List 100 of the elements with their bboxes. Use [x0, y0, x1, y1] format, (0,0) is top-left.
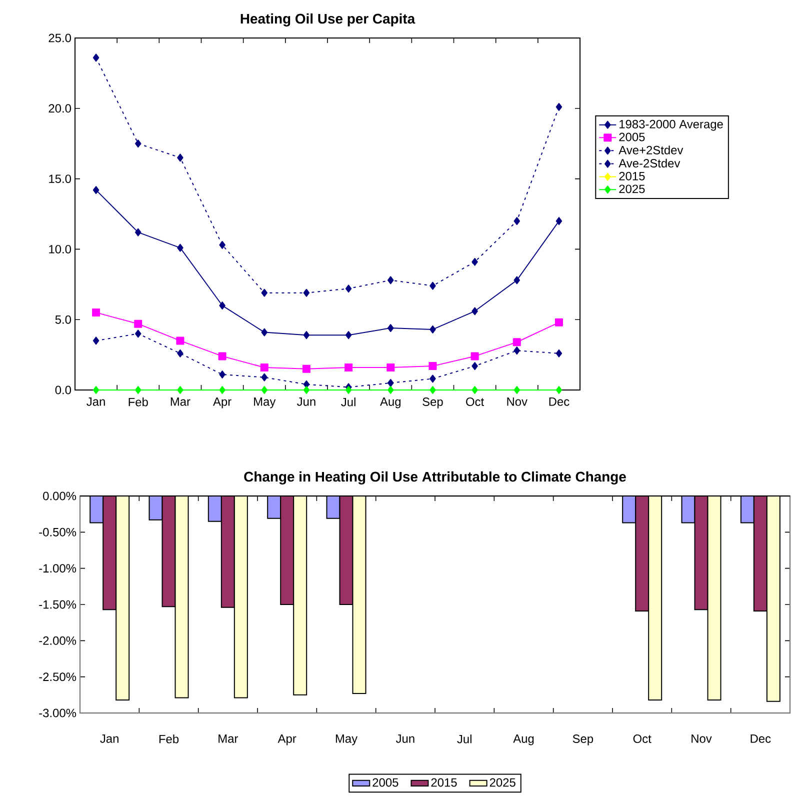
x-tick-label: Oct	[633, 734, 652, 743]
legend-label: 2025	[619, 184, 645, 194]
point	[514, 276, 520, 284]
x-tick-label: Feb	[128, 398, 148, 406]
x-tick-label: May	[254, 398, 276, 408]
point	[303, 331, 310, 340]
point	[430, 325, 436, 334]
y-tick-label: 0.0	[55, 386, 72, 394]
x-tick-label: Nov	[692, 734, 712, 743]
x-tick-label: May	[336, 734, 358, 746]
point	[219, 370, 226, 379]
legend-label: Ave+2Stdev	[618, 146, 684, 154]
point	[472, 307, 478, 316]
point	[514, 386, 520, 394]
legend-label: 1983-2000 Average	[620, 120, 723, 131]
y-tick-label: 25.0	[48, 34, 72, 42]
x-tick-label: Sep	[422, 398, 443, 408]
point	[345, 284, 352, 293]
point	[472, 258, 478, 266]
x-tick-label: Jun	[297, 398, 316, 406]
point	[134, 320, 142, 328]
point	[261, 386, 268, 394]
x-tick-label: Jan	[100, 734, 118, 743]
point	[344, 363, 353, 372]
point	[92, 308, 100, 317]
x-tick-label: Aug	[380, 398, 400, 408]
legend-label: 2005	[619, 132, 645, 142]
point	[554, 318, 563, 326]
point	[428, 362, 437, 370]
point	[470, 352, 479, 360]
point	[177, 244, 184, 252]
point	[176, 336, 184, 345]
x-tick-label: Jul	[457, 734, 472, 744]
chart-title: Heating Oil Use per Capita	[240, 13, 416, 26]
x-tick-label: Dec	[750, 734, 771, 743]
point	[388, 324, 394, 332]
x-tick-label: Feb	[159, 734, 179, 744]
point	[302, 364, 310, 373]
point	[556, 349, 562, 358]
x-tick-label: Jan	[86, 398, 105, 406]
legend-label: 2015	[619, 172, 645, 180]
y-tick-label: 20.0	[48, 104, 72, 113]
y-tick-label: -1.50%	[39, 600, 76, 609]
point	[303, 288, 310, 297]
point	[92, 186, 100, 194]
point	[345, 386, 352, 394]
point	[92, 386, 100, 394]
x-tick-label: Apr	[278, 734, 296, 746]
point	[92, 54, 100, 62]
point	[177, 349, 184, 358]
point	[260, 363, 268, 372]
point	[556, 386, 562, 394]
point	[388, 386, 394, 394]
point	[219, 386, 226, 394]
y-tick-label: 0.00%	[43, 492, 76, 500]
point	[261, 373, 268, 382]
point	[514, 346, 520, 355]
legend-label: Ave-2Stdev	[618, 158, 680, 168]
point	[135, 386, 142, 394]
point	[512, 338, 521, 346]
chart-title: Change in Heating Oil Use Attributable to Climate Change	[244, 471, 626, 484]
x-tick-label: Mar	[170, 398, 190, 406]
y-tick-label: -2.50%	[39, 672, 76, 682]
y-tick-label: 10.0	[49, 244, 72, 254]
point	[303, 386, 310, 394]
legend-label: 2015	[431, 778, 457, 787]
point	[92, 336, 100, 345]
x-tick-label: Dec	[549, 398, 570, 406]
point	[219, 302, 226, 310]
point	[388, 276, 394, 284]
x-tick-label: Sep	[572, 734, 594, 746]
point	[430, 386, 436, 394]
y-tick-label: -3.00%	[39, 708, 76, 718]
x-tick-label: Oct	[466, 398, 484, 406]
point	[218, 352, 226, 360]
point	[345, 331, 352, 340]
point	[135, 228, 142, 236]
point	[430, 282, 436, 290]
point	[388, 378, 394, 387]
point	[177, 154, 184, 162]
point	[219, 240, 226, 249]
point	[472, 386, 478, 394]
point	[177, 386, 184, 394]
y-tick-label: -0.50%	[39, 528, 76, 536]
point	[261, 288, 268, 297]
x-tick-label: Nov	[507, 398, 528, 406]
legend-label: 2005	[372, 778, 398, 787]
point	[261, 328, 268, 336]
point	[135, 330, 142, 338]
y-tick-label: 15.0	[49, 174, 72, 184]
x-tick-label: Mar	[218, 734, 238, 743]
point	[514, 217, 520, 226]
point	[556, 217, 562, 226]
x-tick-label: Aug	[513, 734, 534, 746]
point	[135, 140, 142, 148]
point	[386, 363, 395, 372]
y-tick-label: 5.0	[55, 315, 72, 324]
y-tick-label: -1.00%	[39, 564, 76, 573]
x-tick-label: Apr	[213, 398, 232, 408]
y-tick-label: -2.00%	[39, 636, 76, 645]
